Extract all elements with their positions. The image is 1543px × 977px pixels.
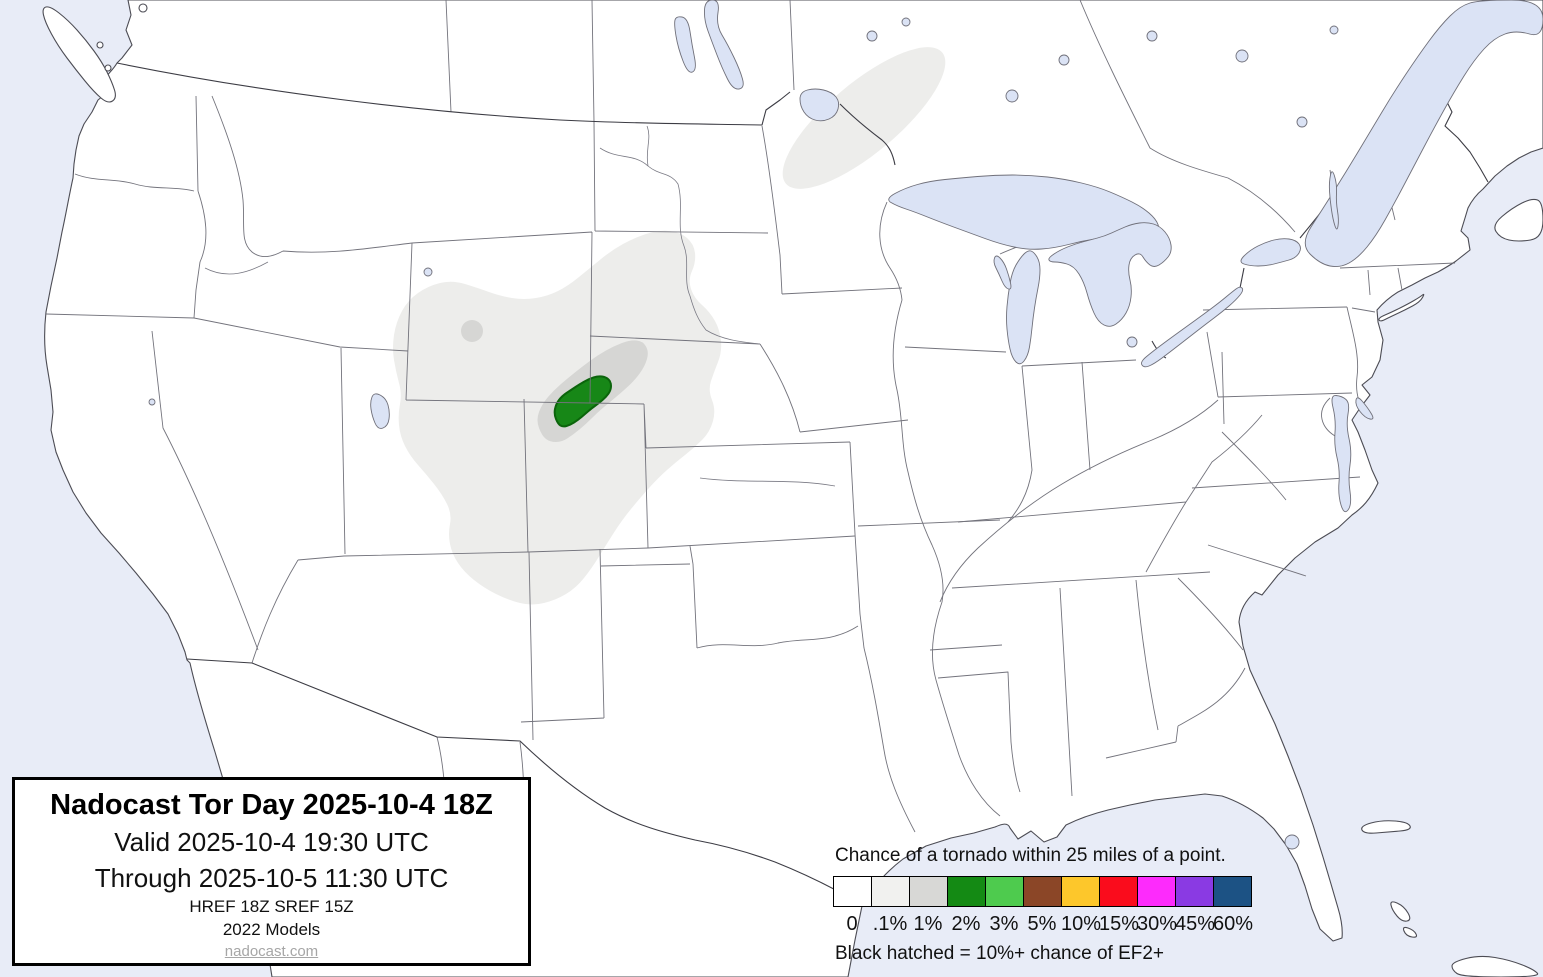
legend-label-3%: 3% xyxy=(989,913,1019,935)
delaware-bay xyxy=(1355,397,1374,420)
rivers xyxy=(204,125,836,487)
map-title: Nadocast Tor Day 2025-10-4 18Z xyxy=(50,789,493,821)
canada-border-lakes xyxy=(839,103,896,166)
legend-label-45%: 45% xyxy=(1175,913,1216,935)
canada-lake xyxy=(1296,116,1308,128)
lake-ontario xyxy=(1240,238,1301,267)
missouri-river xyxy=(599,147,761,345)
mexico-border xyxy=(186,658,863,907)
bahamas-island xyxy=(1361,820,1411,834)
canada-lake xyxy=(1146,30,1158,42)
bahamas-island xyxy=(1390,901,1411,922)
great-salt-lake xyxy=(370,393,390,429)
coastal-island xyxy=(138,3,148,13)
long-island xyxy=(1378,293,1425,322)
lake-manitoba xyxy=(674,16,696,73)
nova-scotia xyxy=(1494,198,1543,242)
bahamas-island xyxy=(1402,926,1418,938)
lake-of-the-woods xyxy=(799,88,840,122)
canada-lake xyxy=(901,17,911,27)
canada-lake xyxy=(1005,89,1019,103)
coastal-island xyxy=(96,41,104,49)
probability-legend: Chance of a tornado within 25 miles of a… xyxy=(833,845,1273,965)
legend-label-5%: 5% xyxy=(1027,913,1057,935)
title-box: Nadocast Tor Day 2025-10-4 18Z Valid 202… xyxy=(12,777,531,966)
probability-areas xyxy=(393,47,946,605)
valid-time: Valid 2025-10-4 19:30 UTC xyxy=(114,827,429,857)
snake-river xyxy=(204,261,269,275)
legend-swatch-row xyxy=(833,876,1273,907)
through-time: Through 2025-10-5 11:30 UTC xyxy=(94,863,449,893)
legend-label-row: 0 .1% 1% 2% 3% 5% 10% 15% 30% 45% 60% xyxy=(833,913,1273,936)
legend-swatch-10% xyxy=(1061,876,1100,907)
nadocast-link[interactable]: nadocast.com xyxy=(224,943,319,960)
legend-swatch-30% xyxy=(1137,876,1176,907)
canada-lake xyxy=(1329,25,1339,35)
canada-lake xyxy=(1058,54,1070,66)
legend-swatch-45% xyxy=(1175,876,1214,907)
cuba-island xyxy=(1451,955,1539,977)
st-lawrence-river xyxy=(1304,0,1543,268)
legend-label-15%: 15% xyxy=(1099,913,1140,935)
lake-okeechobee xyxy=(1284,834,1300,850)
canada-lake xyxy=(1235,49,1249,63)
legend-label-30%: 30% xyxy=(1137,913,1178,935)
legend-label-10%: 10% xyxy=(1061,913,1102,935)
legend-label-1%: 1% xyxy=(913,913,943,935)
prob-area-1pct-dot xyxy=(461,320,483,342)
canada-border xyxy=(116,62,791,126)
lake-st-clair xyxy=(1126,336,1138,348)
legend-note: Black hatched = 10%+ chance of EF2+ xyxy=(835,943,1165,964)
legend-swatch-.1% xyxy=(871,876,910,907)
lake-tahoe xyxy=(148,398,156,406)
legend-swatch-3% xyxy=(985,876,1024,907)
legend-label-0: 0 xyxy=(846,913,858,935)
lake-champlain xyxy=(1328,171,1339,230)
site-link-row: nadocast.com xyxy=(15,943,528,960)
lakes-group xyxy=(148,0,1543,850)
lake-erie xyxy=(1141,286,1244,368)
legend-swatch-2% xyxy=(947,876,986,907)
canada-lake xyxy=(866,30,878,42)
legend-title: Chance of a tornado within 25 miles of a… xyxy=(835,845,1226,866)
vancouver-island xyxy=(42,6,116,103)
lake-winnipeg xyxy=(703,0,744,90)
legend-label-2%: 2% xyxy=(951,913,981,935)
legend-swatch-5% xyxy=(1023,876,1062,907)
yellowstone-lake xyxy=(423,267,433,277)
models-line1: HREF 18Z SREF 15Z xyxy=(189,897,354,916)
legend-swatch-15% xyxy=(1099,876,1138,907)
legend-swatch-60% xyxy=(1213,876,1252,907)
arkansas-river xyxy=(699,477,836,487)
legend-label-60%: 60% xyxy=(1213,913,1254,935)
river-tributary xyxy=(646,125,650,167)
lake-huron xyxy=(1048,222,1172,327)
coastal-island xyxy=(104,64,112,72)
chesapeake-bay xyxy=(1331,395,1352,513)
legend-swatch-1% xyxy=(909,876,948,907)
green-bay xyxy=(993,255,1012,290)
models-line2: 2022 Models xyxy=(222,920,321,939)
legend-swatch-0 xyxy=(833,876,872,907)
legend-label-.1%: .1% xyxy=(872,913,908,935)
prob-area-01pct-minnesota xyxy=(782,47,946,189)
prob-area-2pct xyxy=(553,375,612,428)
lake-michigan xyxy=(1006,250,1041,365)
